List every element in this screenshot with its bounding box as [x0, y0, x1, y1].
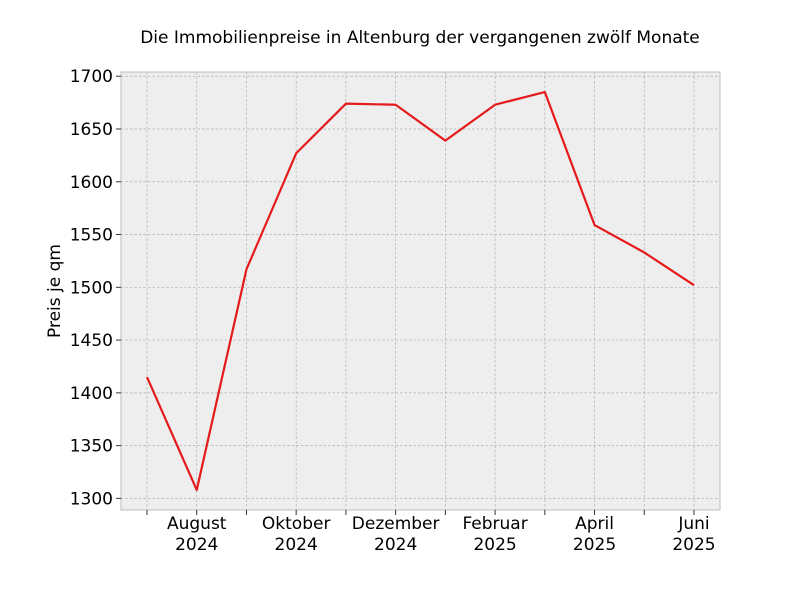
- x-tick-label-year: 2025: [672, 535, 715, 555]
- plot-frame: [120, 71, 721, 511]
- chart-title: Die Immobilienpreise in Altenburg der ve…: [140, 28, 700, 48]
- y-tick-label: 1350: [70, 437, 113, 457]
- y-tick-label: 1700: [70, 67, 113, 87]
- y-tick-label: 1600: [70, 173, 113, 193]
- x-tick-label: Juni: [677, 514, 709, 534]
- series-line: [145, 90, 695, 492]
- x-tick-label-year: 2024: [175, 535, 218, 555]
- y-tick-label: 1400: [70, 384, 113, 404]
- x-tick-label-year: 2025: [573, 535, 616, 555]
- x-tick-label-year: 2025: [473, 535, 516, 555]
- axis-ticks: 1300 1350 1400 1450 1500 1550 1600 1650 1700 Augu…: [70, 67, 716, 555]
- y-tick-label: 1300: [70, 489, 113, 509]
- x-tick-label: April: [575, 514, 614, 534]
- x-tick-label: August: [167, 514, 227, 534]
- y-tick-label: 1500: [70, 278, 113, 298]
- y-tick-label: 1650: [70, 120, 113, 140]
- x-tick-label-year: 2024: [374, 535, 417, 555]
- y-tick-label: 1550: [70, 226, 113, 246]
- x-tick-label: Februar: [462, 514, 527, 534]
- x-tick-label: Oktober: [262, 514, 331, 534]
- series-layer: [145, 90, 695, 492]
- y-axis-label: Preis je qm: [45, 244, 65, 338]
- y-tick-label: 1450: [70, 331, 113, 351]
- x-tick-label: Dezember: [352, 514, 440, 534]
- plot-area: [121, 72, 720, 510]
- x-tick-label-year: 2024: [275, 535, 318, 555]
- gridlines: [121, 72, 720, 510]
